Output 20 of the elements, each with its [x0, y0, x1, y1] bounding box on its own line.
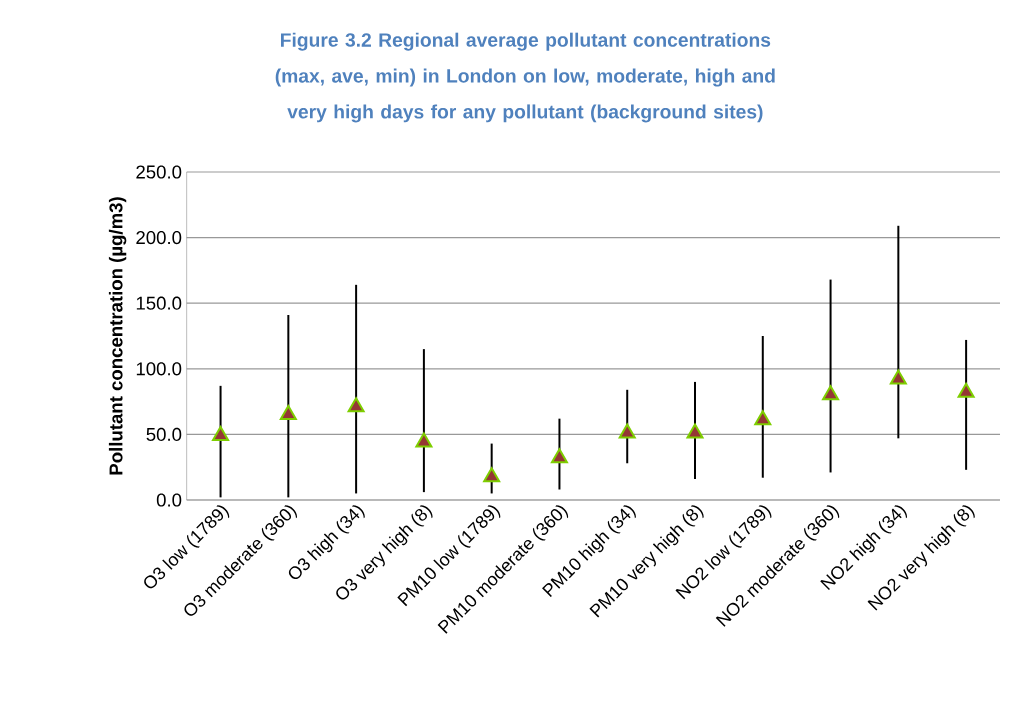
- y-tick-label: 150.0: [136, 296, 182, 310]
- point: [279, 405, 297, 421]
- y-tick-label: 0.0: [156, 493, 182, 507]
- point: [415, 432, 433, 448]
- y-tick-label: 100.0: [136, 362, 182, 376]
- point: [483, 467, 501, 483]
- chart-title: Figure 3.2 Regional average pollutant concentrations (max, ave, min) in London on low, moderate, high and very high days for any pollutant (background sites): [275, 32, 775, 123]
- point: [618, 423, 636, 439]
- point: [822, 385, 840, 401]
- y-axis-title: Pollutant concentration (µg/m3): [108, 197, 127, 475]
- y-tick-label: 200.0: [136, 231, 182, 245]
- point: [754, 410, 772, 426]
- y-tick-label: 250.0: [136, 165, 182, 179]
- point: [550, 448, 568, 464]
- point: [212, 426, 230, 442]
- point: [889, 369, 907, 385]
- y-tick-label: 50.0: [146, 427, 182, 441]
- point: [957, 382, 975, 398]
- point: [347, 397, 365, 413]
- point: [686, 423, 704, 439]
